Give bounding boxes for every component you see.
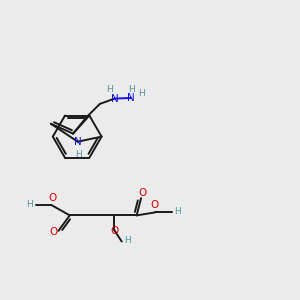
Text: H: H <box>75 150 82 159</box>
Text: O: O <box>150 200 159 210</box>
Text: O: O <box>50 227 58 237</box>
Text: N: N <box>111 94 119 103</box>
Text: O: O <box>111 226 119 236</box>
Text: O: O <box>138 188 147 198</box>
Text: H: H <box>128 85 135 94</box>
Text: H: H <box>106 85 113 94</box>
Text: O: O <box>49 194 57 203</box>
Text: H: H <box>26 200 33 208</box>
Text: H: H <box>138 89 145 98</box>
Text: N: N <box>74 137 82 147</box>
Text: H: H <box>124 236 130 245</box>
Text: N: N <box>127 93 135 103</box>
Text: H: H <box>174 207 181 216</box>
